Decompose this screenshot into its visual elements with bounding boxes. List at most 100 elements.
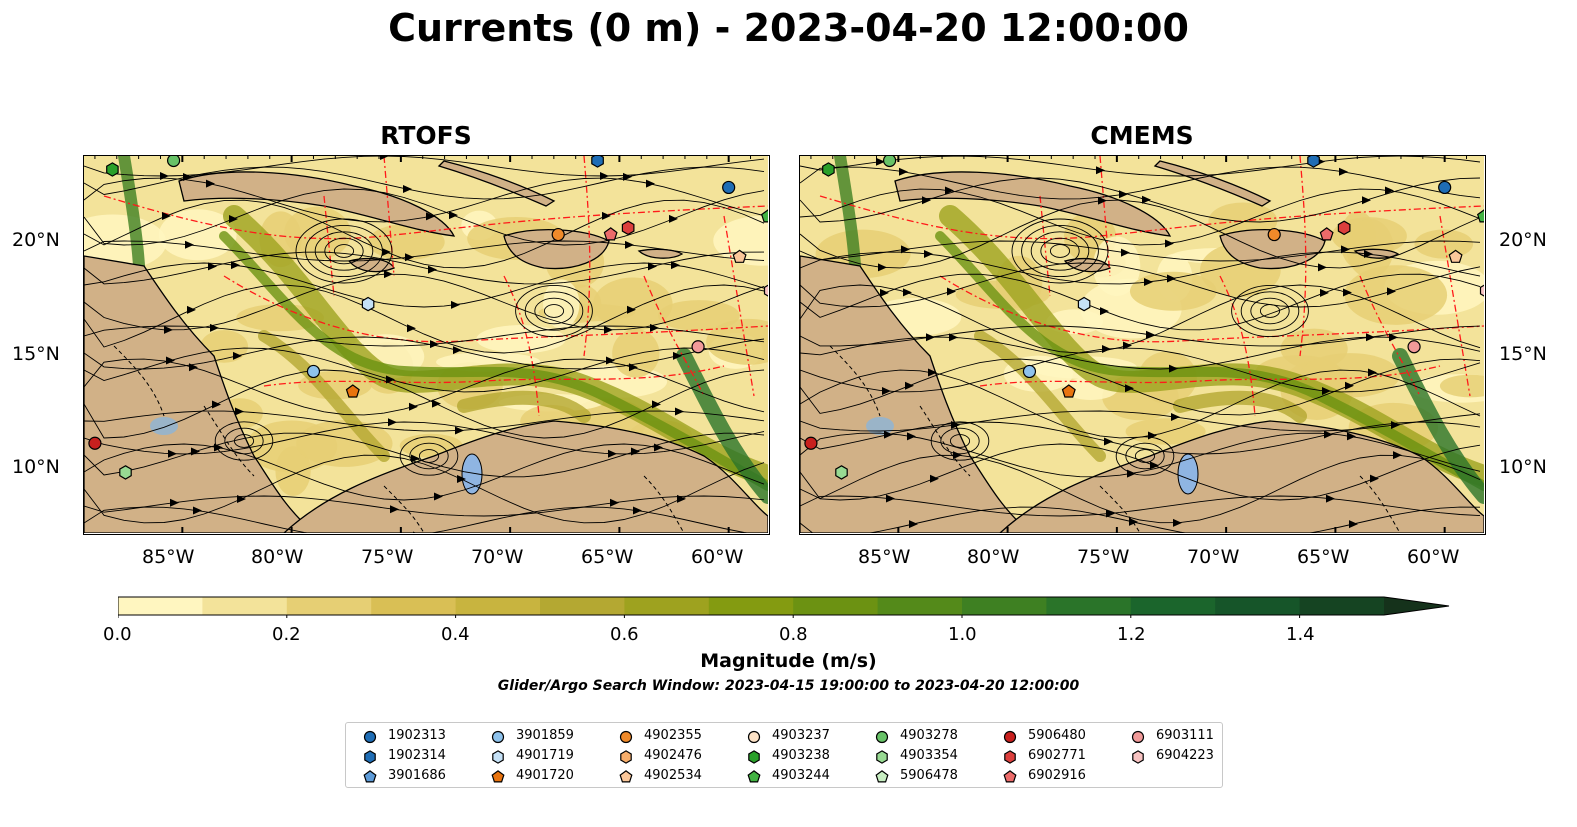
- platform-4903278: [166, 156, 181, 168]
- legend-label: 1902313: [388, 728, 446, 743]
- hexagon-marker-icon: [1132, 750, 1144, 764]
- map-panel-rtofs[interactable]: [83, 155, 770, 535]
- colorbar-tick: 0.8: [779, 624, 808, 645]
- colorbar-tick: 0.4: [441, 624, 470, 645]
- colorbar-segment: [1215, 597, 1301, 615]
- colorbar-segment: [118, 597, 203, 615]
- legend-marker: [876, 750, 888, 764]
- legend-label: 5906480: [1028, 728, 1086, 743]
- land-mass: [637, 248, 684, 259]
- legend-label: 6904223: [1156, 748, 1214, 763]
- legend-marker: [364, 750, 376, 764]
- legend-marker: [620, 750, 632, 764]
- platform-3901859: [1022, 364, 1037, 379]
- pentagon-marker-icon: [747, 770, 761, 783]
- platform-4903244: [760, 209, 768, 223]
- lat-tick-left: 15°N: [12, 343, 60, 365]
- pentagon-marker-icon: [363, 770, 377, 783]
- circle-marker-icon: [1131, 730, 1145, 744]
- legend-label: 4903278: [900, 728, 958, 743]
- lon-tick-cmems: 65°W: [1297, 546, 1350, 568]
- lon-tick-cmems: 85°W: [858, 546, 911, 568]
- platform-4901719: [361, 296, 375, 312]
- lat-tick-left: 10°N: [12, 456, 60, 478]
- legend-label: 4902476: [644, 748, 702, 763]
- legend-label: 6902916: [1028, 768, 1086, 783]
- legend-marker: [491, 770, 505, 783]
- circle-marker-icon: [747, 730, 761, 744]
- legend-marker: [363, 730, 377, 744]
- colorbar-tick: 1.0: [948, 624, 977, 645]
- map-canvas-rtofs: [84, 156, 768, 533]
- legend-label: 4903244: [772, 768, 830, 783]
- lat-tick-right: 10°N: [1499, 456, 1547, 478]
- pentagon-marker-icon: [1003, 770, 1017, 783]
- platform-5906480: [804, 436, 818, 450]
- legend-label: 1902314: [388, 748, 446, 763]
- platform-3901859: [306, 364, 321, 379]
- colorbar-tick: 1.2: [1117, 624, 1146, 645]
- colorbar-tick: 1.4: [1286, 624, 1315, 645]
- platform-4901720: [345, 384, 360, 398]
- lon-tick-cmems: 80°W: [967, 546, 1020, 568]
- lat-tick-right: 15°N: [1499, 343, 1547, 365]
- legend-label: 5906478: [900, 768, 958, 783]
- colorbar-segment: [202, 597, 288, 615]
- lat-tick-right: 20°N: [1499, 229, 1547, 251]
- circle-marker-icon: [619, 730, 633, 744]
- platform-legend: 1902313 1902314 3901686 3901859 4901719 49017…: [345, 722, 1223, 788]
- search-window-text: Glider/Argo Search Window: 2023-04-15 19…: [497, 678, 1080, 694]
- platform-4901719: [1077, 296, 1091, 312]
- lon-tick-rtofs: 60°W: [691, 546, 744, 568]
- land-mass: [347, 257, 395, 273]
- platform-6903111: [1407, 340, 1421, 354]
- pentagon-marker-icon: [875, 770, 889, 783]
- land-mass: [999, 420, 1484, 533]
- colorbar-segment: [540, 597, 625, 615]
- platform-4903354: [835, 465, 848, 480]
- platform-1902314: [1307, 156, 1320, 168]
- platform-4902355: [1267, 227, 1281, 242]
- platform-6904223: [1479, 284, 1484, 297]
- legend-label: 4903354: [900, 748, 958, 763]
- platform-4902534: [1448, 249, 1463, 263]
- platform-4902534: [732, 249, 747, 263]
- colorbar-segment: [455, 597, 541, 615]
- legend-label: 3901859: [516, 728, 574, 743]
- platform-6902771: [621, 220, 635, 236]
- legend-label: 4901720: [516, 768, 574, 783]
- legend-marker: [1132, 750, 1144, 764]
- colorbar-title: Magnitude (m/s): [700, 650, 877, 672]
- lon-tick-rtofs: 75°W: [361, 546, 414, 568]
- legend-marker: [1003, 730, 1017, 744]
- map-panel-cmems[interactable]: [799, 155, 1486, 535]
- hexagon-marker-icon: [748, 750, 760, 764]
- legend-marker: [875, 730, 889, 744]
- platform-1902313: [1438, 180, 1452, 195]
- pentagon-marker-icon: [491, 770, 505, 783]
- legend-label: 4902355: [644, 728, 702, 743]
- land-mass: [894, 171, 1172, 237]
- colorbar-segment: [371, 597, 457, 615]
- legend-marker: [1131, 730, 1145, 744]
- legend-label: 4902534: [644, 768, 702, 783]
- hexagon-marker-icon: [876, 750, 888, 764]
- platform-1902313: [722, 180, 736, 195]
- legend-marker: [1003, 770, 1017, 783]
- land-mass: [178, 171, 456, 237]
- legend-label: 6902771: [1028, 748, 1086, 763]
- legend-marker: [875, 770, 889, 783]
- legend-label: 6903111: [1156, 728, 1214, 743]
- circle-marker-icon: [875, 730, 889, 744]
- legend-label: 4903237: [772, 728, 830, 743]
- figure-title: Currents (0 m) - 2023-04-20 12:00:00: [388, 6, 1189, 50]
- colorbar-segment: [793, 597, 879, 615]
- colorbar-segment: [1130, 597, 1216, 615]
- lon-tick-cmems: 60°W: [1407, 546, 1460, 568]
- legend-marker: [1004, 750, 1016, 764]
- platform-4903238: [106, 162, 119, 177]
- platform-4901720: [1061, 384, 1076, 398]
- platform-5906480: [88, 436, 102, 450]
- legend-marker: [363, 770, 377, 783]
- circle-marker-icon: [363, 730, 377, 744]
